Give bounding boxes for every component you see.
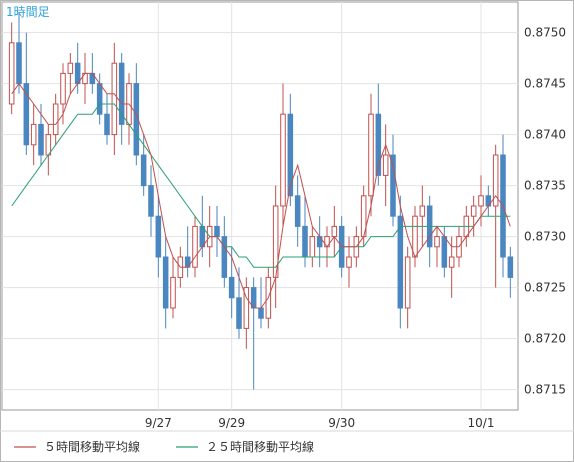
candle-down bbox=[214, 225, 220, 238]
ma5-line bbox=[11, 72, 511, 309]
legend-label-ma25: ２５時間移動平均線 bbox=[206, 439, 314, 454]
candle-down bbox=[302, 225, 308, 258]
candle-up bbox=[8, 42, 15, 105]
candle-down bbox=[228, 276, 235, 299]
candle-down bbox=[38, 123, 44, 156]
x-tick-label: 10/1 bbox=[468, 416, 495, 430]
candle-up bbox=[419, 205, 426, 217]
y-tick-label: 0.8715 bbox=[524, 383, 566, 397]
candle-up bbox=[346, 256, 352, 268]
candle-down bbox=[104, 113, 110, 136]
candle-down bbox=[148, 185, 154, 217]
candle-down bbox=[258, 307, 264, 319]
candle-down bbox=[118, 62, 125, 125]
x-tick-label: 9/27 bbox=[145, 416, 172, 430]
x-axis: 9/27 9/29 9/30 10/1 bbox=[145, 416, 495, 430]
candle-down bbox=[23, 83, 30, 146]
y-axis: 0.8750 0.8745 0.8740 0.8735 0.8730 0.8725 0.87… bbox=[524, 26, 566, 397]
y-tick-label: 0.8720 bbox=[524, 332, 566, 346]
candles bbox=[8, 12, 514, 390]
candle-down bbox=[294, 195, 301, 227]
candle-down bbox=[507, 256, 514, 278]
candle-down bbox=[74, 62, 81, 85]
candle-down bbox=[287, 113, 294, 197]
candle-up bbox=[170, 276, 176, 309]
candle-up bbox=[192, 225, 198, 268]
candle-up bbox=[478, 195, 484, 207]
candle-down bbox=[397, 215, 404, 309]
y-tick-label: 0.8730 bbox=[524, 230, 566, 244]
y-tick-label: 0.8725 bbox=[524, 281, 566, 295]
candle-up bbox=[368, 113, 374, 197]
candle-down bbox=[96, 83, 103, 115]
y-tick-label: 0.8735 bbox=[524, 179, 566, 193]
candle-down bbox=[375, 113, 382, 176]
y-tick-label: 0.8745 bbox=[524, 77, 566, 91]
candle-up bbox=[309, 236, 316, 258]
candle-down bbox=[155, 215, 162, 258]
candle-up bbox=[67, 62, 74, 74]
candle-up bbox=[448, 256, 455, 268]
candle-down bbox=[441, 236, 448, 268]
candle-up bbox=[60, 72, 66, 105]
candle-up bbox=[243, 287, 250, 329]
y-tick-label: 0.8740 bbox=[524, 128, 566, 142]
legend-label-ma5: ５時間移動平均線 bbox=[44, 439, 140, 454]
candle-up bbox=[382, 154, 389, 176]
moving-averages bbox=[11, 72, 511, 309]
candle-up bbox=[492, 154, 499, 207]
chart-title: 1時間足 bbox=[6, 5, 50, 19]
candle-down bbox=[162, 256, 169, 309]
candle-down bbox=[390, 154, 396, 217]
candle-down bbox=[140, 154, 147, 187]
candle-up bbox=[111, 62, 118, 136]
legend: ５時間移動平均線 ２５時間移動平均線 bbox=[14, 439, 314, 454]
candle-up bbox=[434, 236, 440, 248]
candle-down bbox=[16, 42, 22, 85]
candle-down bbox=[236, 297, 242, 329]
ma25-line bbox=[11, 103, 511, 268]
candle-up bbox=[30, 123, 37, 146]
candle-up bbox=[280, 113, 286, 207]
candle-up bbox=[52, 103, 59, 136]
candle-up bbox=[331, 225, 338, 238]
candle-up bbox=[470, 205, 477, 217]
y-tick-label: 0.8750 bbox=[524, 26, 566, 40]
candle-down bbox=[221, 236, 228, 278]
x-tick-label: 9/30 bbox=[328, 416, 355, 430]
candle-up bbox=[404, 256, 411, 309]
candle-up bbox=[412, 215, 418, 258]
x-tick-label: 9/29 bbox=[218, 416, 245, 430]
